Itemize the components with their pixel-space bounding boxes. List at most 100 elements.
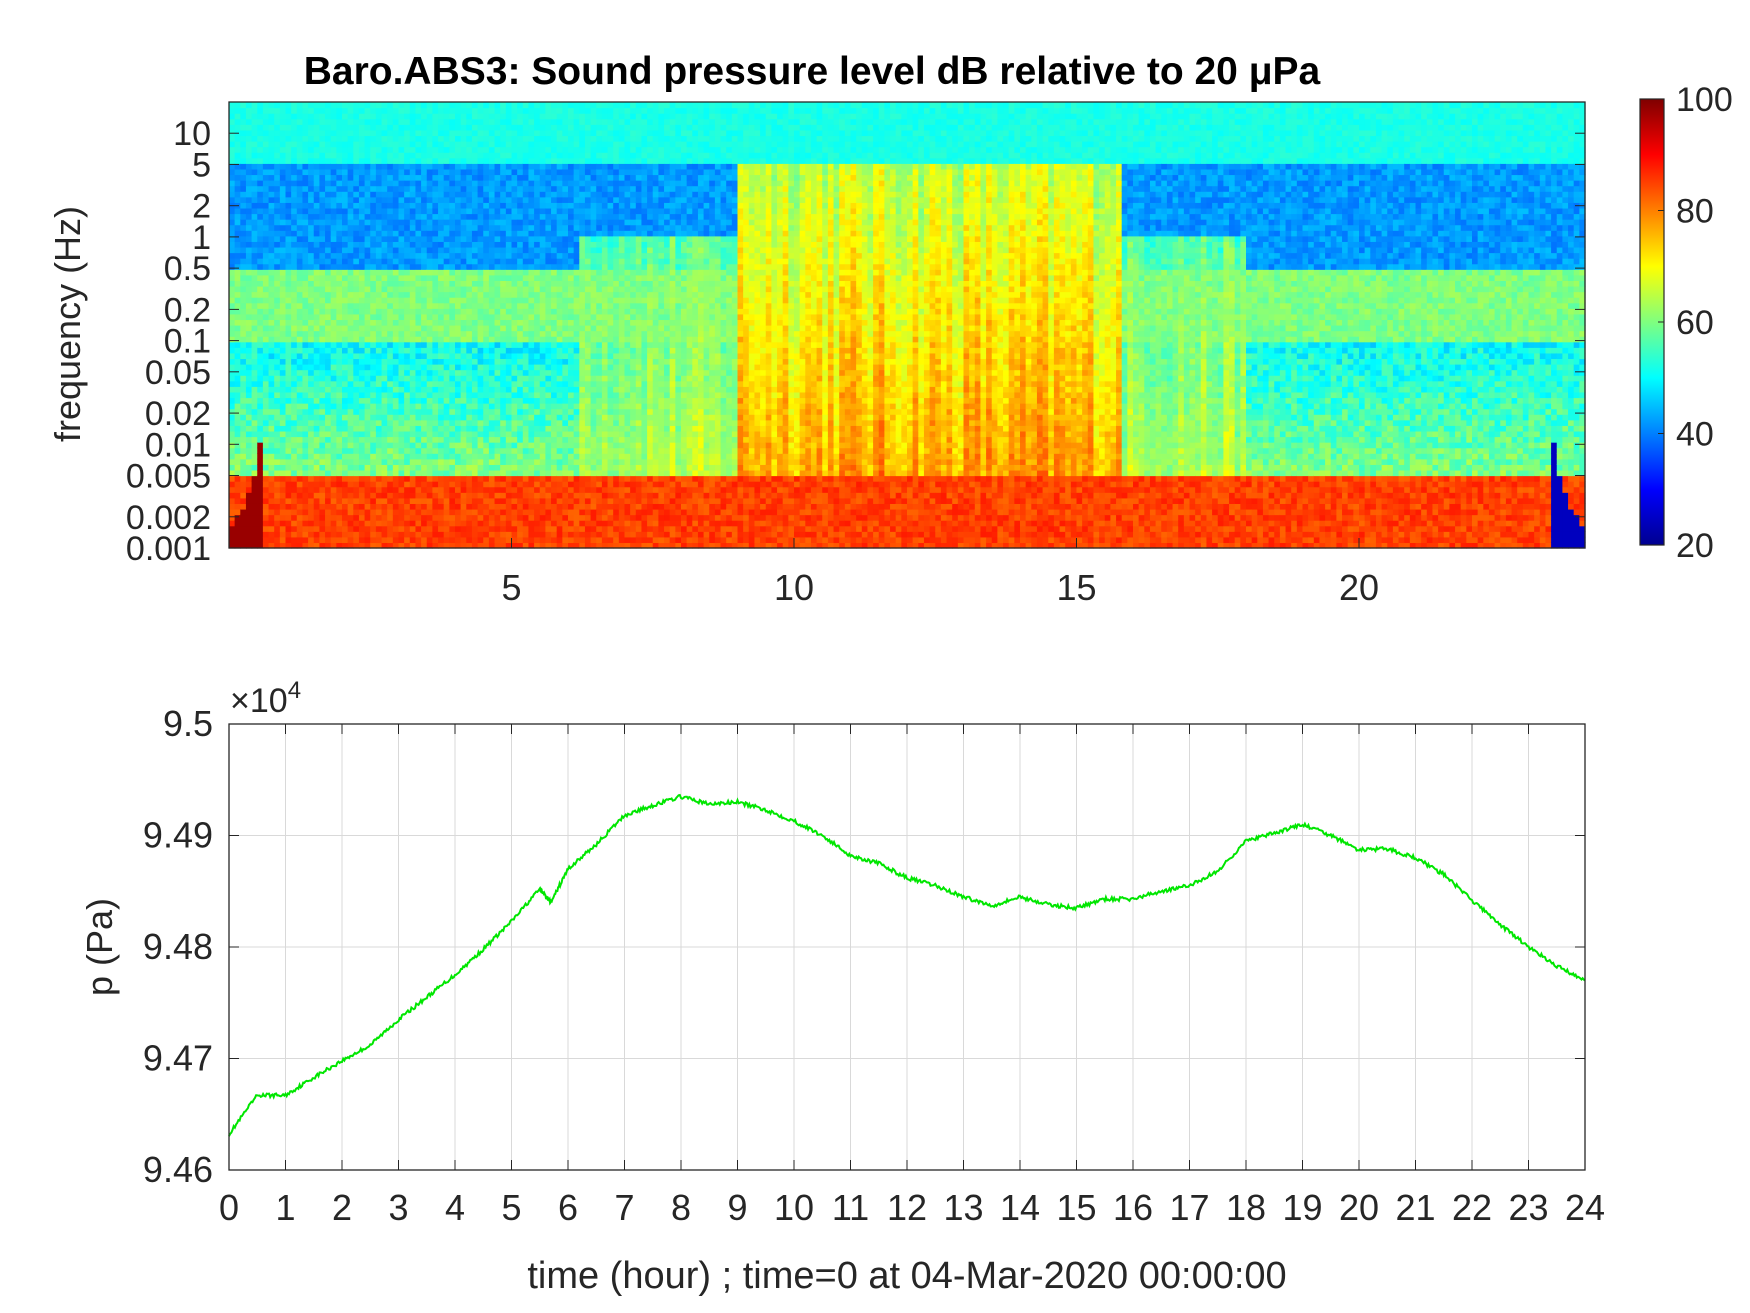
spectrogram-cell xyxy=(471,458,479,465)
spectrogram-cell xyxy=(573,191,580,198)
spectrogram-cell xyxy=(443,113,450,120)
spectrogram-cell xyxy=(556,403,563,410)
spectrogram-cell xyxy=(432,129,439,137)
spectrogram-cell xyxy=(409,157,417,164)
spectrogram-cell xyxy=(505,230,513,237)
spectrogram-cell xyxy=(494,180,501,187)
spectrogram-cell xyxy=(528,168,535,176)
spectrogram-cell xyxy=(325,514,332,521)
spectrogram-cell xyxy=(568,458,575,465)
spectrogram-cell xyxy=(545,191,552,198)
spectrogram-cell xyxy=(370,191,377,198)
spectrogram-cell xyxy=(500,481,507,488)
spectrogram-cell xyxy=(466,180,473,187)
spectrogram-cell xyxy=(330,497,337,504)
spectrogram-cell xyxy=(291,542,298,549)
spectrogram-cell xyxy=(347,464,354,471)
spectrogram-cell xyxy=(409,481,417,488)
spectrogram-cell xyxy=(438,213,445,220)
spectrogram-cell xyxy=(528,129,535,137)
spectrogram-cell xyxy=(505,492,513,499)
spectrogram-cell xyxy=(522,224,530,231)
spectrogram-cell xyxy=(234,486,241,493)
spectrogram-cell xyxy=(449,219,456,226)
spectrogram-cell xyxy=(562,514,569,521)
spectrogram-cell xyxy=(556,219,563,226)
spectrogram-cell xyxy=(466,107,473,114)
spectrogram-cell xyxy=(308,330,315,337)
spectrogram-cell xyxy=(353,469,360,477)
spectrogram-cell xyxy=(285,364,292,371)
spectrogram-cell xyxy=(477,403,484,410)
spectrogram-cell xyxy=(251,380,258,387)
spectrogram-cell xyxy=(325,269,332,276)
spectrogram-cell xyxy=(319,520,326,527)
spectrogram-cell xyxy=(534,458,541,465)
spectrogram-cell xyxy=(505,403,513,410)
spectrogram-cell xyxy=(409,280,417,287)
spectrogram-cell xyxy=(460,291,467,298)
spectrogram-cell xyxy=(562,235,569,242)
spectrogram-cell xyxy=(522,425,530,432)
spectrogram-cell xyxy=(291,280,298,287)
spectrogram-cell xyxy=(353,403,360,410)
spectrogram-cell xyxy=(257,258,264,265)
spectrogram-cell xyxy=(438,525,445,532)
spectrogram-cell xyxy=(285,481,292,488)
spectrogram-cell xyxy=(268,219,275,226)
spectrogram-cell xyxy=(392,207,400,215)
spectrogram-cell xyxy=(229,146,236,153)
spectrogram-cell xyxy=(460,141,467,148)
spectrogram-cell xyxy=(296,135,304,142)
spectrogram-cell xyxy=(234,386,241,393)
spectrogram-cell xyxy=(279,129,287,137)
spectrogram-cell xyxy=(494,347,501,354)
spectrogram-cell xyxy=(551,481,558,488)
spectrogram-cell xyxy=(562,263,569,270)
spectrogram-cell xyxy=(573,207,580,215)
spectrogram-cell xyxy=(460,152,467,159)
spectrogram-cell xyxy=(568,497,575,504)
spectrogram-cell xyxy=(477,107,484,114)
spectrogram-cell xyxy=(421,157,428,164)
spectrogram-cell xyxy=(517,135,524,142)
spectrogram-cell xyxy=(562,408,569,415)
spectrogram-cell xyxy=(313,403,320,410)
spectrogram-cell xyxy=(364,531,371,538)
spectrogram-cell xyxy=(279,447,287,454)
spectrogram-cell xyxy=(257,202,264,209)
spectrogram-cell xyxy=(285,341,292,348)
spectrogram-cell xyxy=(262,536,270,544)
spectrogram-cell xyxy=(308,391,315,399)
spectrogram-cell xyxy=(364,219,371,226)
spectrogram-cell xyxy=(257,174,264,181)
spectrogram-cell xyxy=(342,152,349,159)
spectrogram-cell xyxy=(251,219,258,226)
spectrogram-cell xyxy=(325,531,332,538)
spectrogram-cell xyxy=(568,202,575,209)
spectrogram-cell xyxy=(562,168,569,176)
spectrogram-cell xyxy=(551,430,558,438)
spectrogram-cell xyxy=(443,508,450,516)
spectrogram-cell xyxy=(330,163,337,170)
spectrogram-cell xyxy=(342,458,349,465)
spectrogram-cell xyxy=(240,364,247,371)
spectrogram-cell xyxy=(234,302,241,309)
spectrogram-cell xyxy=(342,319,349,326)
spectrogram-cell xyxy=(477,375,484,382)
spectrogram-cell xyxy=(488,447,496,454)
spectrogram-cell xyxy=(466,447,473,454)
spectrogram-cell xyxy=(285,386,292,393)
spectrogram-cell xyxy=(438,219,445,226)
spectrogram-cell xyxy=(279,313,287,321)
spectrogram-cell xyxy=(539,285,546,293)
spectrogram-cell xyxy=(460,419,467,426)
spectrogram-cell xyxy=(358,202,366,209)
spectrogram-cell xyxy=(285,152,292,159)
spectrogram-cell xyxy=(511,224,518,231)
spectrogram-cell xyxy=(426,475,433,482)
spectrogram-cell xyxy=(404,191,411,198)
spectrogram-cell xyxy=(342,514,349,521)
spectrogram-cell xyxy=(381,302,388,309)
spectrogram-cell xyxy=(336,269,343,276)
